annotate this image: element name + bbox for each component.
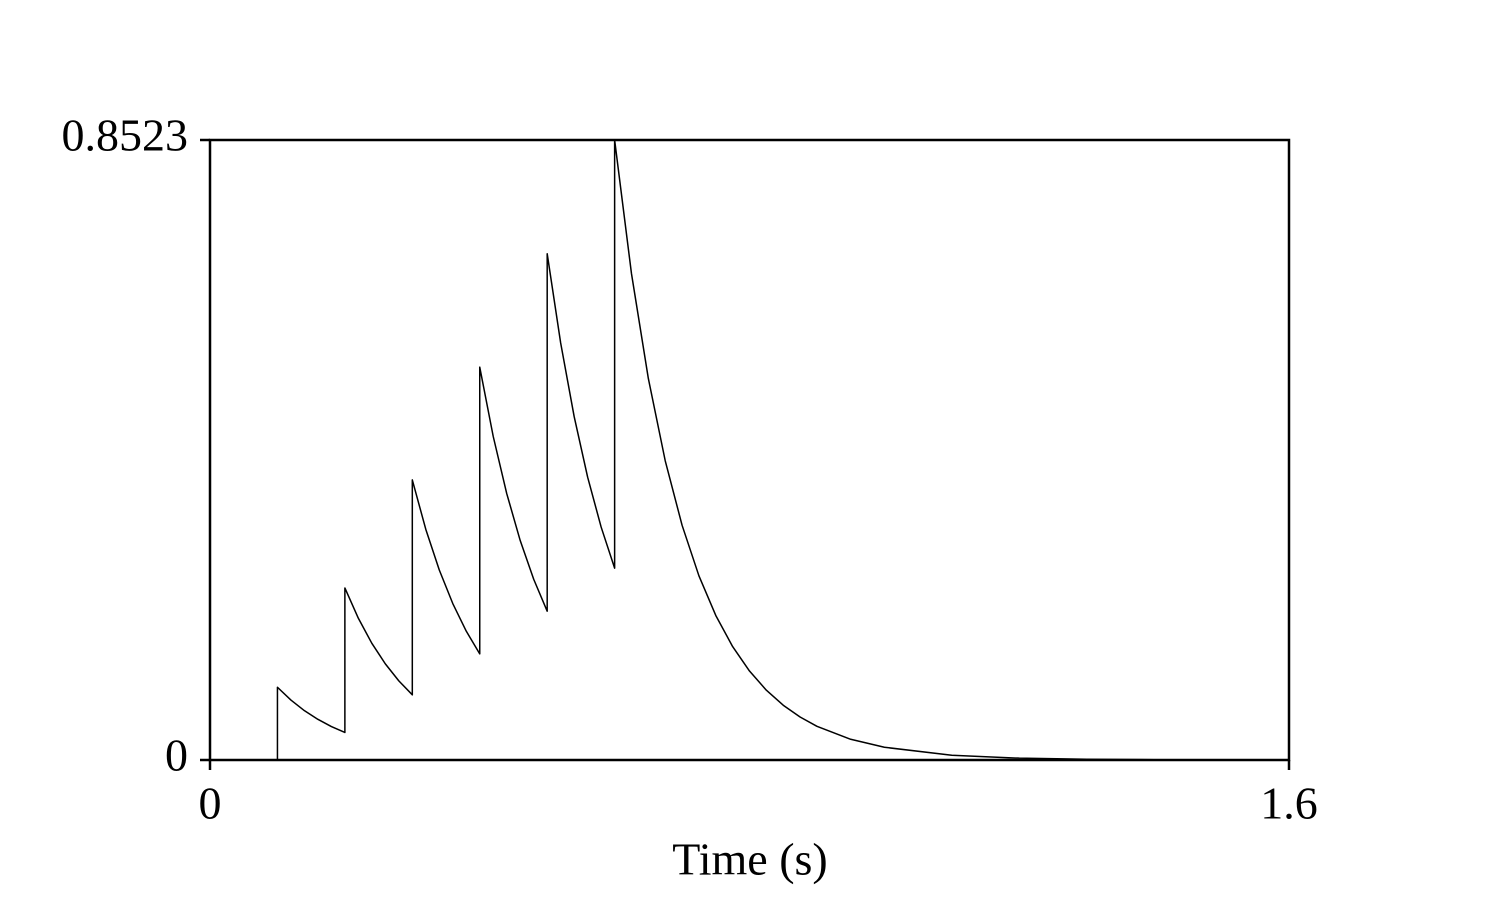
x-tick-label: 0	[199, 778, 222, 829]
data-line	[276, 139, 1290, 761]
y-tick-label: 0	[165, 730, 188, 781]
y-tick-label: 0.8523	[62, 110, 189, 161]
x-tick-label: 1.6	[1260, 778, 1318, 829]
x-axis-label: Time (s)	[672, 834, 828, 885]
plot-frame	[208, 138, 1291, 762]
